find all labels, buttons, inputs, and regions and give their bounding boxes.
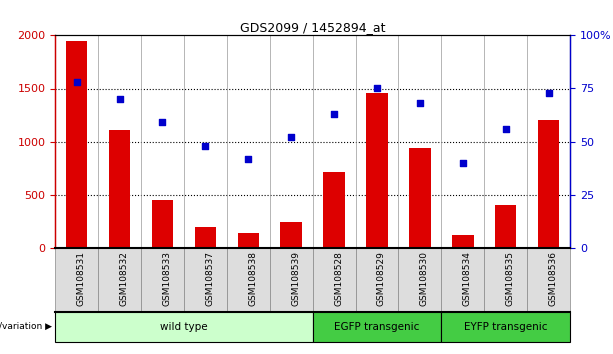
Text: genotype/variation ▶: genotype/variation ▶ xyxy=(0,322,52,331)
Bar xyxy=(398,248,441,312)
Point xyxy=(200,143,210,149)
Bar xyxy=(527,248,570,312)
Bar xyxy=(227,248,270,312)
Text: GSM108535: GSM108535 xyxy=(506,251,515,306)
Text: GSM108530: GSM108530 xyxy=(420,251,429,306)
Bar xyxy=(324,172,345,248)
Text: GSM108529: GSM108529 xyxy=(377,251,386,306)
Bar xyxy=(441,312,570,342)
Text: GSM108528: GSM108528 xyxy=(334,251,343,306)
Text: GSM108531: GSM108531 xyxy=(77,251,86,306)
Bar xyxy=(367,93,388,248)
Bar xyxy=(495,205,517,248)
Text: GSM108538: GSM108538 xyxy=(248,251,257,306)
Text: EYFP transgenic: EYFP transgenic xyxy=(464,321,547,332)
Bar xyxy=(313,312,441,342)
Point xyxy=(158,120,167,125)
Bar xyxy=(356,248,398,312)
Point xyxy=(72,79,82,85)
Text: wild type: wild type xyxy=(160,321,208,332)
Bar xyxy=(484,248,527,312)
Bar xyxy=(184,248,227,312)
Bar xyxy=(452,235,474,248)
Text: GSM108539: GSM108539 xyxy=(291,251,300,306)
Text: GSM108532: GSM108532 xyxy=(120,251,129,306)
Text: GSM108533: GSM108533 xyxy=(162,251,172,306)
Bar xyxy=(66,41,87,248)
Text: GSM108534: GSM108534 xyxy=(463,251,472,306)
Bar xyxy=(409,148,431,248)
Bar xyxy=(281,222,302,248)
Bar xyxy=(141,248,184,312)
Point xyxy=(329,111,339,117)
Bar xyxy=(98,248,141,312)
Bar xyxy=(441,248,484,312)
Bar xyxy=(109,130,131,248)
Point xyxy=(458,160,468,166)
Title: GDS2099 / 1452894_at: GDS2099 / 1452894_at xyxy=(240,21,386,34)
Bar xyxy=(55,312,313,342)
Point xyxy=(372,86,382,91)
Point xyxy=(243,156,253,161)
Bar xyxy=(195,227,216,248)
Point xyxy=(415,101,425,106)
Text: GSM108537: GSM108537 xyxy=(205,251,215,306)
Bar xyxy=(55,248,98,312)
Bar xyxy=(313,248,356,312)
Bar xyxy=(270,248,313,312)
Text: GSM108536: GSM108536 xyxy=(549,251,558,306)
Bar xyxy=(538,120,560,248)
Point xyxy=(115,96,124,102)
Bar xyxy=(238,233,259,248)
Point xyxy=(544,90,554,96)
Point xyxy=(501,126,511,132)
Bar xyxy=(152,200,173,248)
Point xyxy=(286,135,296,140)
Text: EGFP transgenic: EGFP transgenic xyxy=(334,321,420,332)
